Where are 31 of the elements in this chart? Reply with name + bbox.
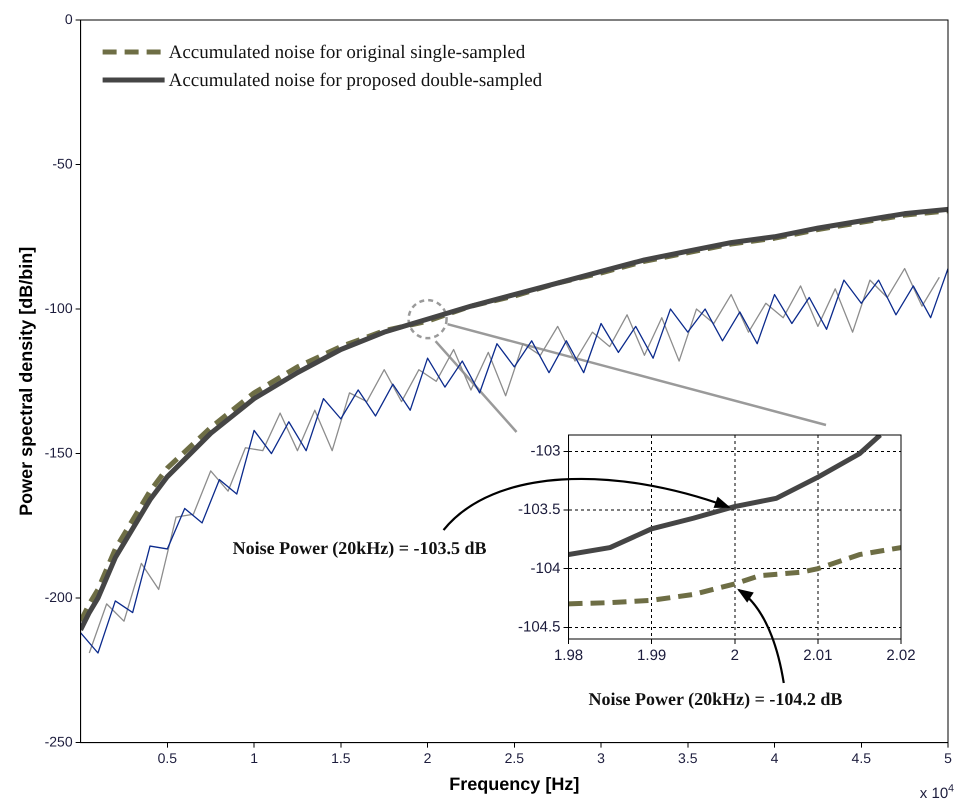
y-tick-label: -150 xyxy=(44,444,73,460)
annotation: Noise Power (20kHz) = -104.2 dB xyxy=(588,689,842,710)
x-tick-label: 1.98 xyxy=(554,647,584,664)
x-tick-label: 1.99 xyxy=(637,647,666,664)
x-tick-label: 2 xyxy=(730,647,739,664)
x-tick-label: 4.5 xyxy=(852,750,872,766)
x-tick-label: 2.01 xyxy=(803,647,832,664)
y-tick-label: -50 xyxy=(52,155,73,172)
y-tick-label: -100 xyxy=(44,300,73,316)
y-tick-label: -250 xyxy=(44,733,73,750)
y-tick-label: -104.5 xyxy=(518,618,561,636)
y-tick-label: -103.5 xyxy=(518,501,561,518)
x-tick-label: 5 xyxy=(944,750,952,766)
x-tick-label: 4 xyxy=(770,750,779,766)
y-axis-title: Power spectral density [dB/bin] xyxy=(16,246,36,516)
legend-label: Accumulated noise for proposed double-sampled xyxy=(168,70,543,91)
y-tick-label: 0 xyxy=(64,10,73,27)
x-axis-title: Frequency [Hz] xyxy=(449,774,580,794)
x-tick-label: 3 xyxy=(597,750,606,766)
x-tick-label: 3.5 xyxy=(678,750,698,766)
x-tick-label: 2.5 xyxy=(504,750,524,766)
legend-label: Accumulated noise for original single-sampled xyxy=(168,42,526,63)
x-tick-label: 2.02 xyxy=(886,647,916,664)
y-tick-label: -200 xyxy=(44,588,73,605)
y-tick-label: -103 xyxy=(530,442,561,460)
x-tick-label: 0.5 xyxy=(158,750,178,766)
annotation: Noise Power (20kHz) = -103.5 dB xyxy=(232,538,487,560)
x-tick-label: 1 xyxy=(250,750,258,766)
x-tick-label: 1.5 xyxy=(331,750,351,766)
x-tick-label: 2 xyxy=(424,750,432,766)
y-tick-label: -104 xyxy=(530,560,561,577)
